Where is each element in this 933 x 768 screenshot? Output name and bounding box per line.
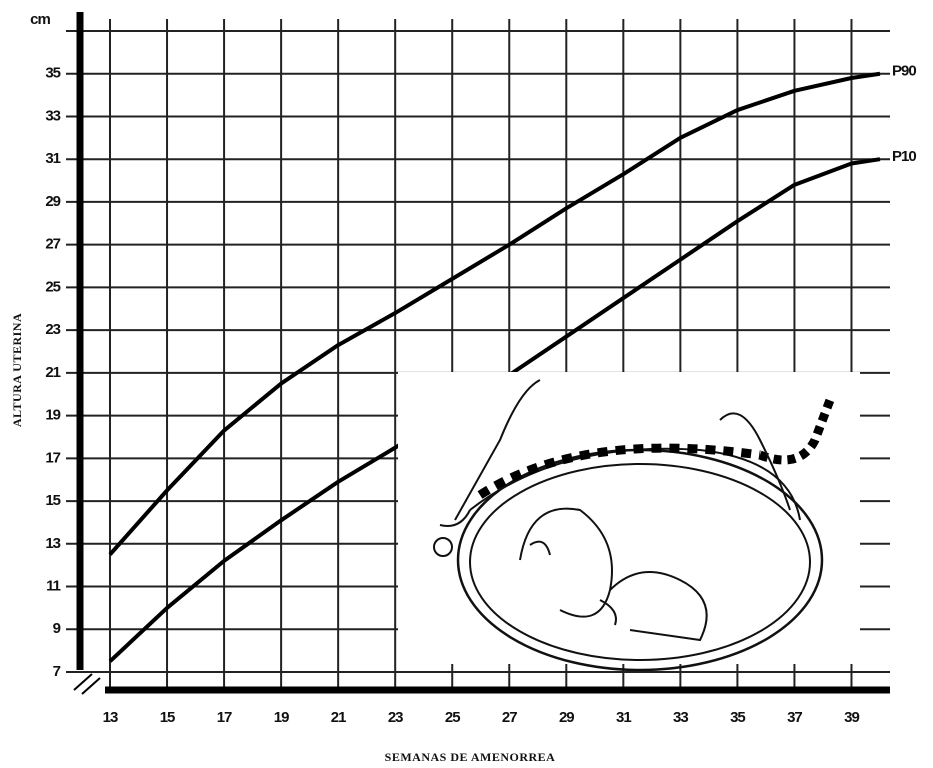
x-tick-label: 29 (559, 709, 574, 726)
y-tick-label: 33 (45, 107, 60, 124)
x-tick-label: 21 (331, 709, 346, 726)
y-tick-label: 23 (45, 321, 60, 338)
series-label: P10 (892, 148, 916, 165)
x-tick-label: 39 (844, 709, 859, 726)
y-tick-label: 35 (45, 65, 60, 82)
x-tick-label: 19 (274, 709, 289, 726)
x-tick-label: 37 (787, 709, 802, 726)
illustration (398, 372, 860, 672)
y-tick-label: 11 (46, 578, 61, 595)
x-tick-label: 35 (730, 709, 745, 726)
y-tick-label: 19 (45, 407, 60, 424)
axis-break (73, 673, 101, 695)
axes (73, 12, 890, 695)
y-tick-label: 17 (45, 449, 60, 466)
x-tick-label: 33 (673, 709, 688, 726)
y-tick-label: 7 (53, 663, 61, 680)
x-axis-title: SEMANAS DE AMENORREA (385, 750, 556, 764)
y-tick-label: 21 (45, 364, 60, 381)
y-tick-label: 13 (45, 535, 60, 552)
x-tick-label: 27 (502, 709, 517, 726)
x-tick-label: 15 (160, 709, 175, 726)
labels: 7 9 11 13 15 17 19 21 23 25 27 29 31 33 35 13 15 17 19 21 23… (45, 63, 917, 726)
y-tick-label: 15 (45, 492, 60, 509)
x-tick-label: 13 (103, 709, 118, 726)
y-tick-label: 31 (45, 150, 60, 167)
y-tick-label: 25 (45, 278, 60, 295)
x-tick-label: 31 (616, 709, 631, 726)
x-tick-label: 23 (388, 709, 403, 726)
y-tick-label: 9 (53, 620, 61, 637)
x-tick-label: 25 (445, 709, 460, 726)
curve (108, 71, 881, 556)
y-axis-title: ALTURA UTERINA (10, 313, 24, 427)
y-tick-label: 27 (45, 236, 60, 253)
y-tick-label: 29 (45, 193, 60, 210)
series-label: P90 (892, 63, 916, 80)
x-tick-label: 17 (217, 709, 232, 726)
y-unit: cm (30, 11, 50, 28)
